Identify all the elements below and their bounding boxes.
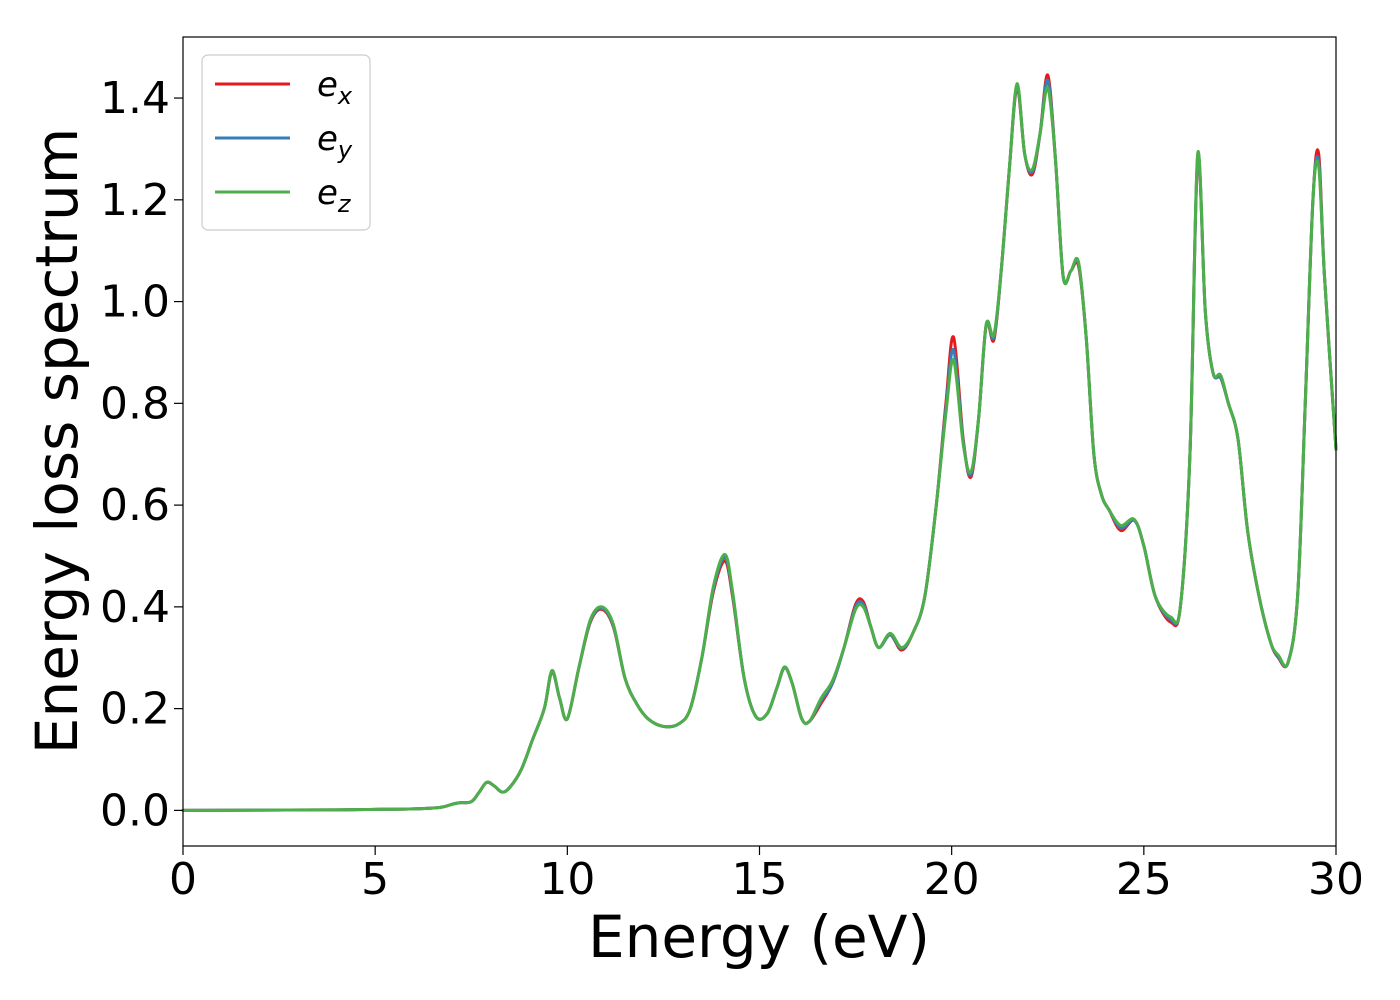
y-tick-label: 0.6 [100,480,170,531]
x-tick-label: 0 [169,854,197,905]
x-tick-label: 5 [361,854,389,905]
x-tick-label: 20 [924,854,980,905]
y-tick-label: 1.0 [100,277,170,328]
x-axis-title: Energy (eV) [588,903,930,971]
x-axis-ticks: 0 5 10 15 20 25 30 [169,846,1364,905]
y-tick-label: 1.4 [100,73,170,124]
legend-label-z: ez [317,173,352,218]
legend-label-x: ex [317,65,353,110]
y-tick-label: 0.2 [100,684,170,735]
series-layer [181,73,1338,812]
legend-label-y: ey [317,119,353,164]
legend: ex ey ez [201,54,371,231]
y-tick-label: 0.8 [100,378,170,429]
y-axis-title: Energy loss spectrum [23,128,91,754]
series-line-z [181,82,1338,812]
x-tick-label: 15 [732,854,788,905]
x-tick-label: 10 [539,854,595,905]
y-tick-label: 0.4 [100,582,170,633]
y-tick-label: 0.0 [100,785,170,836]
y-axis-ticks: 0.0 0.2 0.4 0.6 0.8 1.0 1.2 1.4 [100,73,183,836]
x-tick-label: 30 [1308,854,1364,905]
y-tick-label: 1.2 [100,175,170,226]
legend-box [201,54,371,231]
legend-items: ex ey ez [215,65,353,218]
x-tick-label: 25 [1116,854,1172,905]
